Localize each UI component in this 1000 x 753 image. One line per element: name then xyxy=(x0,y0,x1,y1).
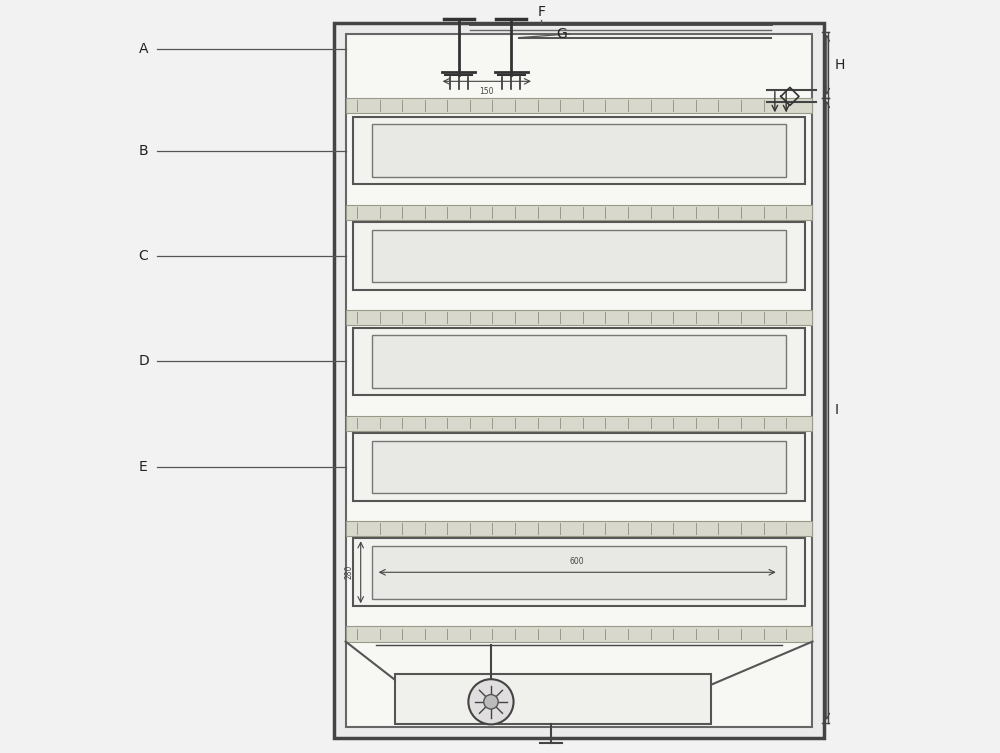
Bar xyxy=(372,441,786,493)
Bar xyxy=(372,230,786,282)
Text: B: B xyxy=(139,144,148,157)
Text: E: E xyxy=(139,460,147,474)
Bar xyxy=(346,310,812,325)
Text: 600: 600 xyxy=(570,557,584,566)
Text: I: I xyxy=(835,404,839,417)
Bar xyxy=(346,626,812,642)
Text: H: H xyxy=(835,58,845,72)
Text: C: C xyxy=(139,249,148,263)
Bar xyxy=(353,222,805,290)
Bar xyxy=(334,23,824,738)
Text: D: D xyxy=(139,355,149,368)
Circle shape xyxy=(484,694,498,709)
Bar xyxy=(372,546,786,599)
Text: 280: 280 xyxy=(344,565,353,580)
Bar xyxy=(372,335,786,388)
Text: G: G xyxy=(556,27,567,41)
Circle shape xyxy=(468,679,514,724)
Text: A: A xyxy=(139,42,148,56)
Bar xyxy=(346,205,812,220)
Bar xyxy=(353,328,805,395)
Bar xyxy=(395,674,711,724)
Text: F: F xyxy=(537,5,545,19)
Bar xyxy=(353,117,805,184)
Text: 150: 150 xyxy=(480,87,494,96)
Bar xyxy=(353,433,805,501)
Bar xyxy=(346,34,812,727)
Bar xyxy=(346,521,812,536)
Bar xyxy=(346,416,812,431)
Bar xyxy=(346,98,812,113)
Bar xyxy=(372,124,786,177)
Bar xyxy=(353,538,805,606)
